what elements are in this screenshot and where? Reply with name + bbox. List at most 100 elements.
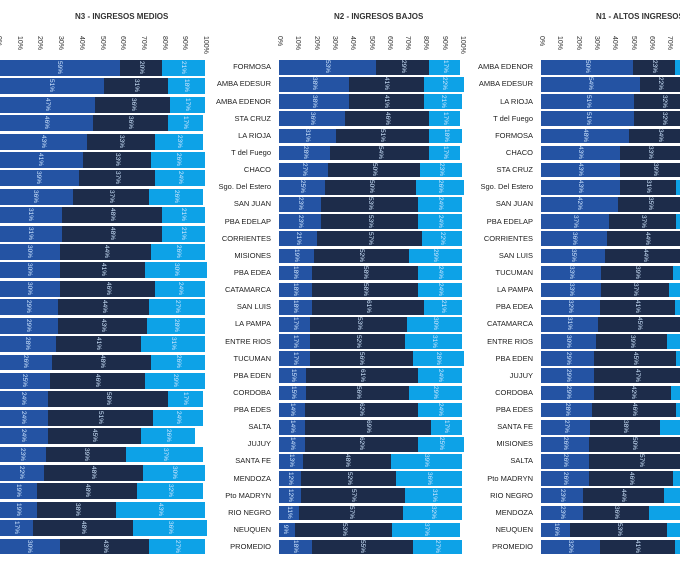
bar-segment bbox=[151, 354, 205, 371]
bar-segment bbox=[140, 428, 195, 445]
bar-segment bbox=[541, 60, 633, 75]
data-label: 24% bbox=[177, 171, 185, 185]
bar-segment bbox=[167, 391, 203, 408]
category-label: JUJUY bbox=[509, 370, 533, 380]
category-label: T del Fuego bbox=[231, 148, 271, 157]
bar-segment bbox=[311, 282, 419, 298]
category-label: AMBA EDESUR bbox=[216, 79, 271, 89]
axis-tick-label: 90% bbox=[181, 36, 189, 51]
category-label: CHACO bbox=[505, 148, 533, 157]
bar-segment bbox=[62, 207, 162, 224]
axis-tick-label: 20% bbox=[36, 36, 44, 51]
bar-segment bbox=[311, 539, 413, 555]
bar-segment bbox=[541, 437, 589, 452]
chart-n1: N1 - ALTOS INGRESOS 0% 10% 20% 30% 40% 50% 60% 7… bbox=[470, 0, 680, 580]
data-label: 48% bbox=[79, 521, 87, 535]
bar-segment bbox=[423, 77, 464, 92]
data-label: 22% bbox=[656, 77, 664, 91]
data-label: 46% bbox=[627, 471, 635, 485]
bar-segment bbox=[594, 368, 680, 384]
bar-segment bbox=[590, 419, 660, 435]
data-label: 42% bbox=[576, 197, 584, 211]
data-label: 39% bbox=[82, 447, 90, 461]
bar-segment bbox=[541, 299, 600, 315]
data-label: 35% bbox=[646, 197, 654, 211]
data-label: 41% bbox=[99, 263, 107, 277]
data-label: 39% bbox=[652, 163, 660, 177]
bar-segment bbox=[541, 77, 640, 92]
category-label: MENDOZA bbox=[233, 473, 272, 483]
axis-tick-label: 30% bbox=[592, 36, 600, 51]
axis-tick-label: 0% bbox=[0, 36, 2, 47]
bar-segment bbox=[0, 354, 52, 371]
data-label: 21% bbox=[439, 300, 447, 314]
data-label: 29% bbox=[25, 318, 33, 332]
category-label: STA CRUZ bbox=[496, 165, 533, 175]
data-label: 44% bbox=[642, 248, 650, 262]
bar-segment bbox=[418, 265, 462, 281]
bar-segment bbox=[279, 505, 300, 521]
data-label: 37% bbox=[423, 523, 431, 537]
bar-segment bbox=[310, 351, 413, 366]
data-label: 24% bbox=[437, 403, 445, 417]
bar-segment bbox=[302, 454, 391, 469]
bar-segment bbox=[418, 402, 462, 418]
data-label: 23% bbox=[559, 488, 567, 502]
data-label: 29% bbox=[171, 373, 179, 387]
data-label: 53% bbox=[355, 317, 363, 331]
category-label: MENDOZA bbox=[495, 507, 534, 517]
data-label: 36% bbox=[613, 505, 621, 519]
bar-segment bbox=[403, 505, 462, 521]
bar-segment bbox=[144, 262, 208, 279]
category-label: CORDOBA bbox=[233, 387, 271, 397]
bar-segment bbox=[82, 152, 152, 168]
bar-segment bbox=[161, 207, 205, 224]
bar-segment bbox=[676, 402, 680, 418]
bar-segment bbox=[594, 351, 677, 366]
bar-segment bbox=[541, 539, 600, 555]
category-label: FORMOSA bbox=[495, 130, 533, 140]
data-label: 20% bbox=[137, 60, 145, 74]
bar-segment bbox=[423, 94, 462, 109]
data-label: 17% bbox=[291, 351, 299, 365]
data-label: 69% bbox=[364, 420, 372, 434]
data-label: 41% bbox=[634, 300, 642, 314]
axis-tick-label: 70% bbox=[139, 36, 147, 51]
data-label: 18% bbox=[292, 540, 300, 554]
bar-segment bbox=[634, 111, 680, 127]
data-label: 30% bbox=[173, 263, 181, 277]
data-label: 19% bbox=[14, 484, 22, 498]
axis-tick-label: 30% bbox=[330, 36, 338, 51]
category-label: FORMOSA bbox=[233, 62, 271, 72]
category-label: LA PAMPA bbox=[497, 285, 533, 295]
bar-segment bbox=[418, 282, 462, 298]
data-label: 53% bbox=[324, 60, 332, 74]
data-label: 59% bbox=[56, 60, 64, 74]
bar-segment bbox=[601, 265, 673, 281]
bar-segment bbox=[390, 454, 462, 469]
data-label: 61% bbox=[364, 300, 372, 314]
bar-segment bbox=[429, 111, 461, 127]
data-label: 46% bbox=[104, 281, 112, 295]
bar-segment bbox=[419, 162, 462, 178]
bar-segment bbox=[149, 188, 203, 205]
category-label: CHACO bbox=[243, 165, 271, 175]
bar-segment bbox=[151, 152, 205, 168]
bar-segment bbox=[279, 179, 325, 195]
bar-segment bbox=[147, 317, 205, 334]
data-label: 24% bbox=[19, 410, 27, 424]
bar-segment bbox=[279, 60, 376, 75]
data-label: 37% bbox=[107, 189, 115, 203]
axis-tick-label: 40% bbox=[611, 36, 619, 51]
bar-segment bbox=[348, 94, 424, 109]
bar-segment bbox=[0, 262, 61, 279]
chart-title: N2 - INGRESOS BAJOS bbox=[334, 12, 424, 21]
data-label: 45% bbox=[635, 317, 643, 331]
axis-tick-label: 60% bbox=[647, 36, 655, 51]
data-label: 24% bbox=[177, 281, 185, 295]
bar-segment bbox=[0, 96, 96, 113]
bar-segment bbox=[667, 522, 680, 538]
data-label: 31% bbox=[27, 208, 35, 222]
bar-segment bbox=[45, 446, 127, 463]
data-label: 22% bbox=[440, 77, 448, 91]
